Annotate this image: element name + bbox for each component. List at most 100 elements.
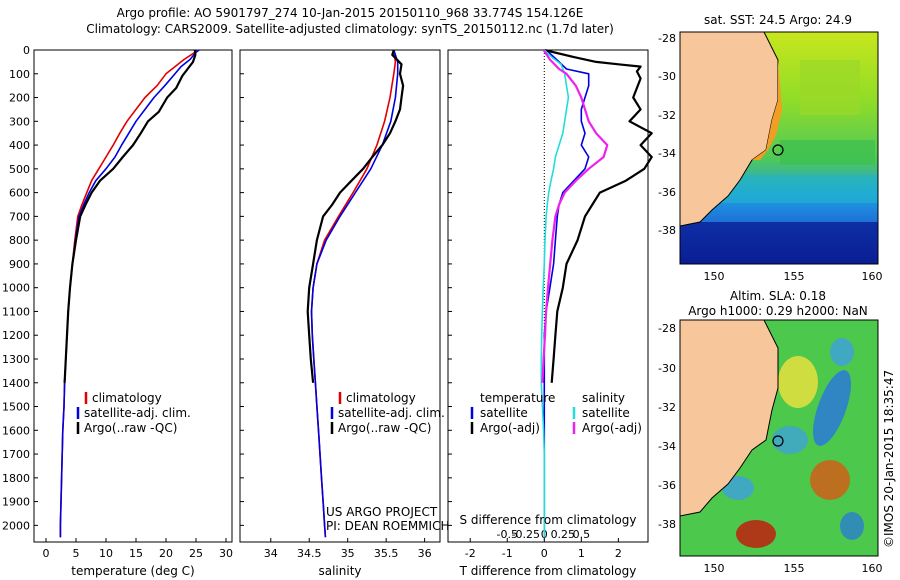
salinity-panel-frame <box>239 49 441 543</box>
sla-eddy <box>810 460 850 500</box>
header-line2: Climatology: CARS2009. Satellite-adjuste… <box>86 22 614 36</box>
y-tick-label: 2000 <box>2 519 30 532</box>
x-tick-label: 10 <box>99 547 113 560</box>
y-tick-label: 100 <box>9 68 30 81</box>
salinity-chart: 34 34.5 35 35.5 36 <box>240 49 432 560</box>
series-climatology-line <box>59 49 200 538</box>
sst-xtick: 150 <box>704 270 725 283</box>
sst-map <box>680 32 878 264</box>
x-tick-label: -2 <box>465 547 476 560</box>
x-tick-label: 36 <box>418 547 432 560</box>
y-tick-label: 1200 <box>2 329 30 342</box>
sst-ytick: -30 <box>658 70 676 83</box>
series-argo_s-line <box>541 49 609 383</box>
sla-map-yticks: -28 -30 -32 -34 -36 -38 <box>658 322 676 531</box>
y-tick-label: 1000 <box>2 282 30 295</box>
sla-eddy <box>772 426 808 454</box>
y-tick-label: 1400 <box>2 377 30 390</box>
x-tick-label: 30 <box>219 547 233 560</box>
sst-ytick: -36 <box>658 186 676 199</box>
sla-map-frame <box>679 319 879 557</box>
sla-title-line2: Argo h1000: 0.29 h2000: NaN <box>688 304 868 318</box>
y-tick-label: 800 <box>9 234 30 247</box>
x-tick-label: 35.5 <box>374 547 399 560</box>
x-tick-label: -1 <box>502 547 513 560</box>
sla-title-line1: Altim. SLA: 0.18 <box>730 289 826 303</box>
series-argo-line <box>306 49 405 383</box>
x-tick-label: 15 <box>129 547 143 560</box>
sla-ytick: -34 <box>658 440 676 453</box>
series-satellite-line <box>59 49 200 538</box>
y-tick-label: 1900 <box>2 496 30 509</box>
legend-argo-label: Argo(..raw -QC) <box>84 421 177 435</box>
legend-salinity-title: salinity <box>582 391 625 405</box>
sla-land <box>680 320 779 517</box>
x-tick-label: 34.5 <box>297 547 322 560</box>
x-tick-label: 0 <box>541 547 548 560</box>
x-tick-label: 0 <box>43 547 50 560</box>
sst-map-xticks: 150 155 160 <box>704 270 883 283</box>
series-sat_s-line <box>540 49 570 538</box>
sla-eddy <box>840 512 864 540</box>
sla-ytick: -38 <box>658 518 676 531</box>
y-tick-label: 400 <box>9 139 30 152</box>
difference-chart: -2 -1 0 1 2-0.5-0.25 0 0.250.5 <box>448 48 653 560</box>
legend-climatology-label: climatology <box>346 391 416 405</box>
series-argo_t-line <box>544 48 653 383</box>
y-tick-label: 1600 <box>2 424 30 437</box>
x-tick-label: 5 <box>73 547 80 560</box>
sla-eddy <box>736 520 776 548</box>
x-tick-label: 25 <box>189 547 203 560</box>
header-line1: Argo profile: AO 5901797_274 10-Jan-2015… <box>117 6 584 20</box>
legend-argo-t-label: Argo(-adj) <box>480 421 540 435</box>
y-tick-label: 0 <box>23 44 30 57</box>
y-tick-label: 1300 <box>2 353 30 366</box>
x-tick-label: 35 <box>341 547 355 560</box>
sst-map-frame <box>679 31 879 265</box>
x-top-tick-label: -0.25 <box>512 528 540 541</box>
series-satellite-line <box>310 49 399 538</box>
legend-argo-label: Argo(..raw -QC) <box>338 421 431 435</box>
sla-eddy <box>813 370 851 446</box>
legend-satellite-label: satellite-adj. clim. <box>84 406 191 420</box>
legend-sat-s-label: satellite <box>582 406 630 420</box>
x-tick-label: 1 <box>578 547 585 560</box>
y-tick-label: 1500 <box>2 401 30 414</box>
legend-temperature-title: temperature <box>480 391 555 405</box>
temperature-panel-frame <box>33 49 233 543</box>
y-tick-label: 900 <box>9 258 30 271</box>
x-tick-label: 2 <box>615 547 622 560</box>
project-annotation-line1: US ARGO PROJECT <box>326 505 438 519</box>
series-argo-line <box>63 49 197 383</box>
legend-climatology-label: climatology <box>92 391 162 405</box>
temperature-chart: 0100200300400500600700800900100011001200… <box>2 44 233 560</box>
y-tick-label: 1100 <box>2 305 30 318</box>
legend-sat-t-label: satellite <box>480 406 528 420</box>
sst-ytick: -38 <box>658 224 676 237</box>
sst-xtick: 160 <box>862 270 883 283</box>
y-tick-label: 600 <box>9 187 30 200</box>
sla-ytick: -36 <box>658 479 676 492</box>
sst-map-yticks: -28 -30 -32 -34 -36 -38 <box>658 32 676 237</box>
footer-stamp: ©IMOS 20-Jan-2015 18:35:47 <box>882 370 896 548</box>
sst-ytick: -28 <box>658 32 676 45</box>
temperature-axis-label: temperature (deg C) <box>71 564 194 578</box>
sla-ytick: -32 <box>658 401 676 414</box>
sst-patch <box>680 222 878 264</box>
sla-xtick: 160 <box>862 562 883 575</box>
y-tick-label: 1800 <box>2 472 30 485</box>
sst-ytick: -34 <box>658 147 676 160</box>
sla-ytick: -30 <box>658 362 676 375</box>
series-sat_t-line <box>543 49 590 538</box>
t-difference-axis-label: T difference from climatology <box>459 564 637 578</box>
y-tick-label: 200 <box>9 92 30 105</box>
legend-satellite-label: satellite-adj. clim. <box>338 406 445 420</box>
sla-map-xticks: 150 155 160 <box>704 562 883 575</box>
y-tick-label: 1700 <box>2 448 30 461</box>
sst-warm-current <box>752 60 782 160</box>
x-tick-label: 34 <box>264 547 278 560</box>
sla-xtick: 155 <box>784 562 805 575</box>
sst-patch <box>800 60 860 115</box>
y-tick-label: 300 <box>9 115 30 128</box>
